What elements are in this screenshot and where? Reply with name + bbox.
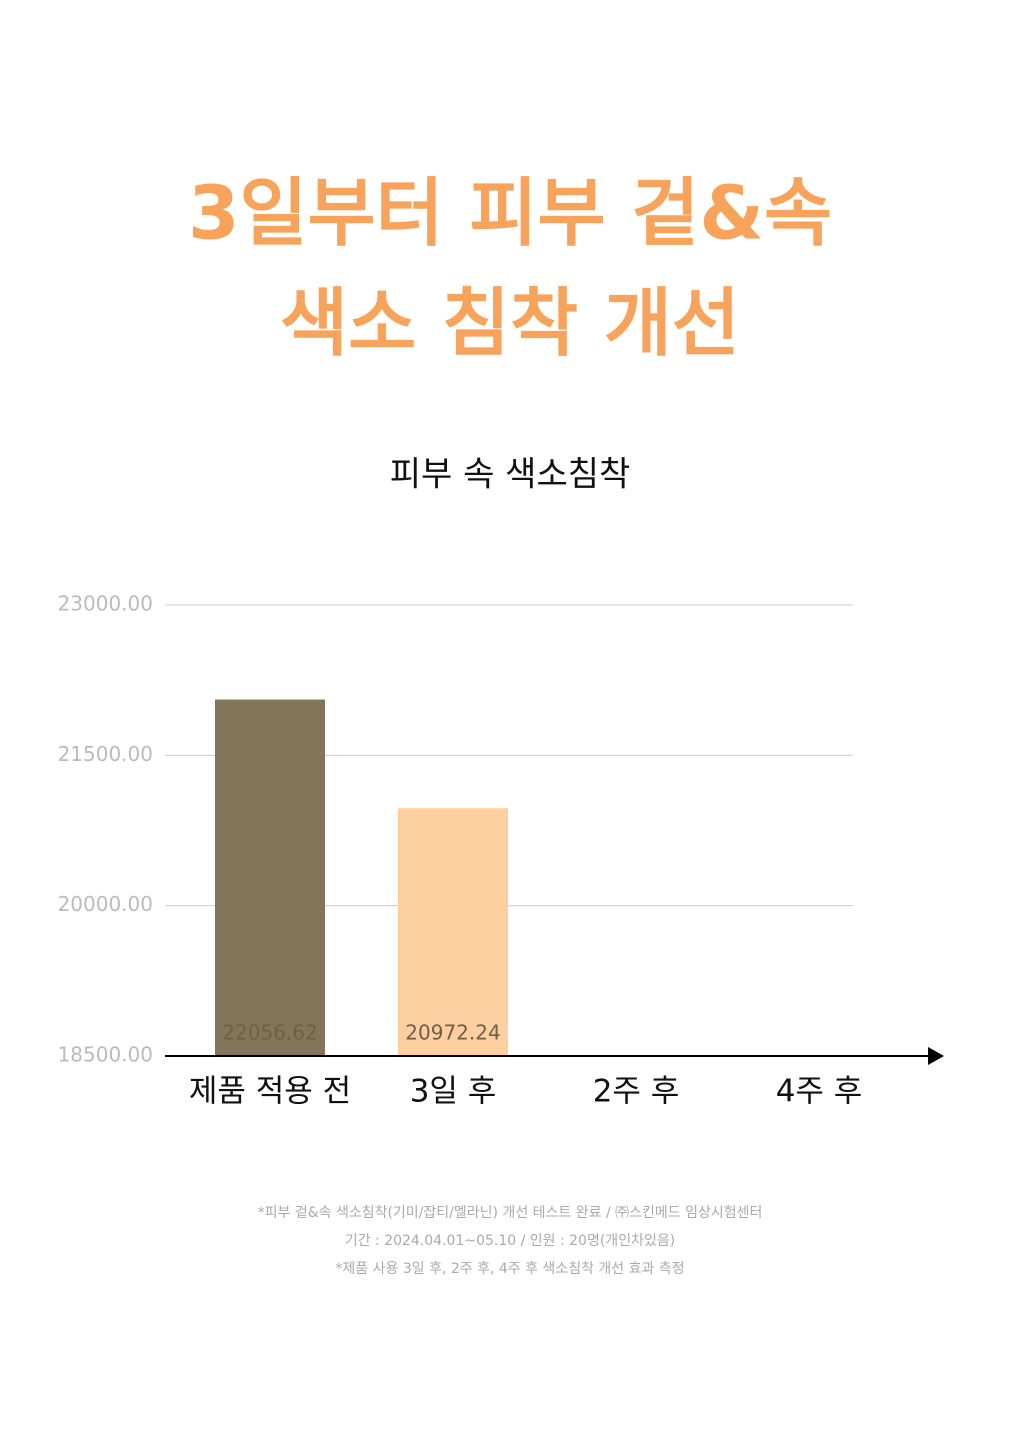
headline: 색소 침착 개선	[280, 281, 740, 367]
bar	[398, 808, 508, 1056]
y-tick-label: 20000.00	[58, 892, 153, 916]
y-tick-label: 23000.00	[58, 592, 153, 616]
value-label: 20972.24	[405, 1021, 500, 1045]
axis-arrow	[928, 1047, 944, 1065]
y-tick-label: 18500.00	[58, 1043, 153, 1067]
x-tick-label: 3일 후	[410, 1074, 497, 1110]
bar	[215, 699, 325, 1056]
note: *제품 사용 3일 후, 2주 후, 4주 후 색소침착 개선 효과 측정	[335, 1261, 684, 1277]
value-label: 22056.62	[222, 1021, 317, 1045]
x-tick-label: 4주 후	[776, 1074, 863, 1110]
y-tick-label: 21500.00	[58, 742, 153, 766]
x-tick-label: 2주 후	[593, 1074, 680, 1110]
note: *피부 겉&속 색소침착(기미/잡티/멜라닌) 개선 테스트 완료 / ㈜스킨메…	[258, 1205, 763, 1221]
headline: 3일부터 피부 겉&속	[188, 171, 832, 257]
chart-title: 피부 속 색소침착	[390, 455, 631, 495]
x-tick-label: 제품 적용 전	[189, 1074, 351, 1110]
note: 기간 : 2024.04.01~05.10 / 인원 : 20명(개인차있음)	[345, 1233, 675, 1249]
